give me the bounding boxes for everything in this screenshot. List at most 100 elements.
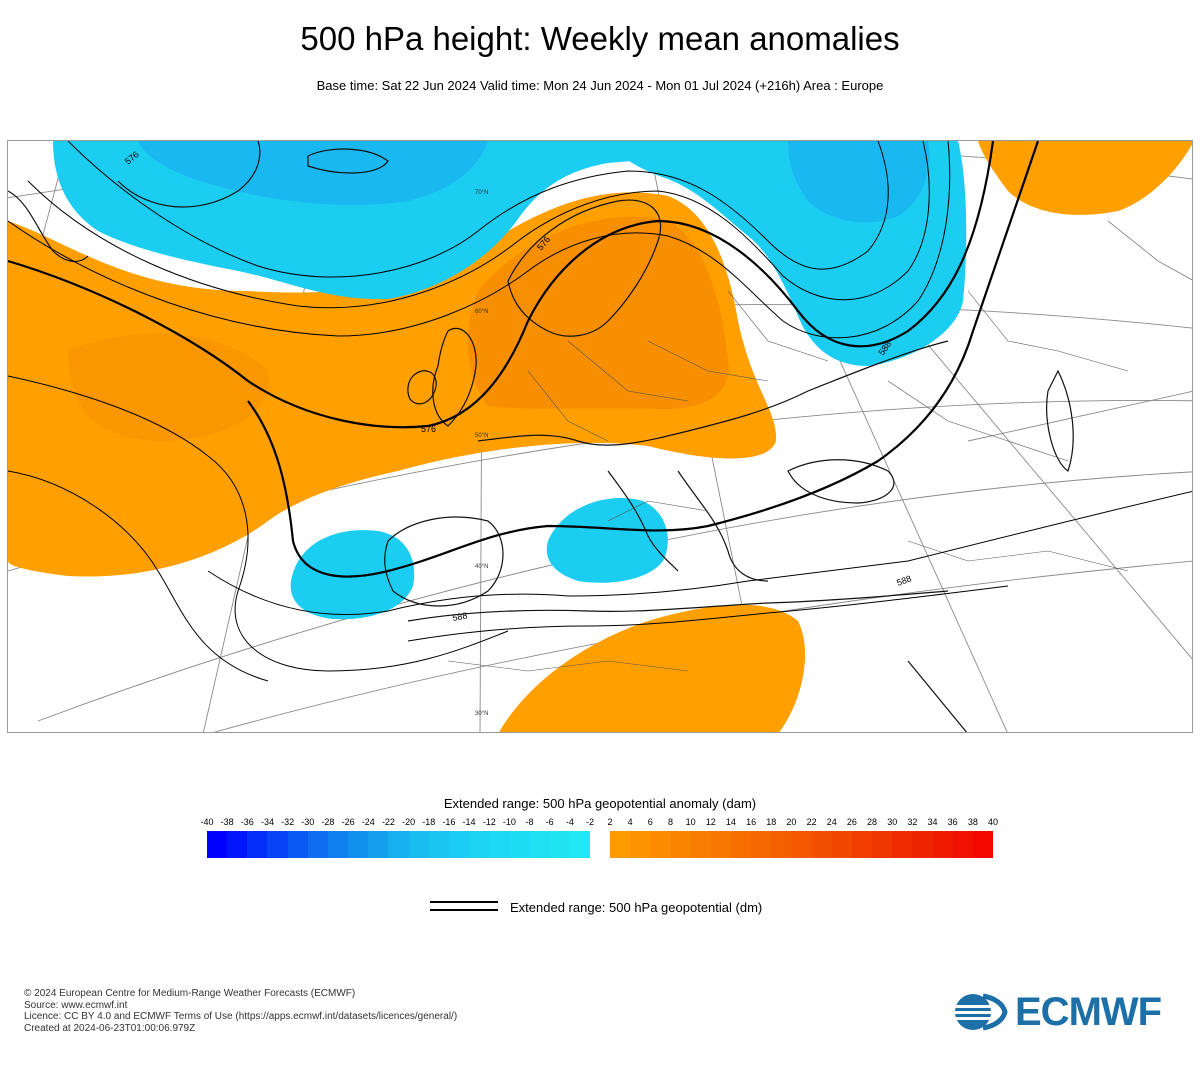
iceland-coast — [307, 148, 389, 174]
lat-label: 40°N — [475, 564, 488, 570]
iberia-coast — [384, 516, 504, 607]
legend-tick: -4 — [565, 817, 574, 827]
footer-line: Created at 2024-06-23T01:00:06.979Z — [24, 1022, 196, 1034]
colorbar-swatch — [247, 831, 268, 858]
negative-colorbar — [207, 831, 590, 858]
ireland-coast — [407, 370, 437, 405]
legend-tick: -34 — [260, 817, 274, 827]
legend-tick: -12 — [482, 817, 496, 827]
colorbar-swatch — [610, 831, 631, 858]
legend-tick: 28 — [867, 817, 878, 827]
legend-tick: 16 — [746, 817, 757, 827]
black-sea-coast — [787, 459, 895, 504]
contour-line-576 — [8, 141, 995, 429]
legend-tick: -30 — [301, 817, 315, 827]
legend-tick: -36 — [240, 817, 254, 827]
map-svg: 576 576 576 588 588 588 70°N 60°N 50°N 4… — [8, 141, 1192, 732]
colorbar-swatch — [287, 831, 308, 858]
positive-anomaly-areas — [8, 141, 1192, 732]
legend-tick: -16 — [442, 817, 456, 827]
positive-anomaly-north-africa — [499, 604, 806, 732]
legend-tick: -28 — [321, 817, 335, 827]
continental-coast — [477, 340, 949, 446]
colorbar-swatch — [690, 831, 711, 858]
legend-tick: 8 — [667, 817, 673, 827]
ecmwf-logo: ECMWF — [953, 990, 1178, 1034]
colorbar-swatch — [448, 831, 470, 858]
legend-tick: -6 — [545, 817, 554, 827]
positive-anomaly-core — [467, 216, 729, 410]
contour-line — [407, 585, 1009, 642]
colorbar-swatch — [348, 831, 369, 858]
map-panel: 576 576 576 588 588 588 70°N 60°N 50°N 4… — [7, 140, 1193, 733]
legend-tick: 2 — [607, 817, 613, 827]
colorbar-swatch — [227, 831, 248, 858]
greenland-coast — [117, 141, 261, 208]
contour-label: 588 — [895, 573, 913, 588]
colorbar-swatch — [489, 831, 510, 858]
colorbar-swatch — [327, 831, 349, 858]
colorbar-swatch — [730, 831, 752, 858]
legend-tick: 26 — [846, 817, 857, 827]
legend-tick: 36 — [947, 817, 958, 827]
legend-tick: -2 — [585, 817, 595, 827]
colorbar-swatch — [509, 831, 530, 858]
legend-tick: 38 — [967, 817, 978, 827]
legend-tick: 10 — [685, 817, 696, 827]
legend-tick: -20 — [402, 817, 416, 827]
contour-line — [207, 490, 1192, 616]
colorbar-swatch — [388, 831, 409, 858]
colorbar-swatch — [872, 831, 893, 858]
colorbar-swatch — [650, 831, 671, 858]
colorbar-swatch — [267, 831, 288, 858]
colorbar-swatch — [469, 831, 490, 858]
red-sea-coast — [907, 660, 968, 732]
meridian-line — [967, 390, 1192, 442]
positive-anomaly-northeast — [978, 141, 1192, 215]
colorbar-swatch — [408, 831, 429, 858]
colorbar-swatch — [207, 831, 228, 858]
contour-legend-symbol — [430, 899, 498, 913]
legend-tick: 4 — [627, 817, 633, 827]
italy-coast — [607, 470, 679, 572]
colorbar-swatch — [892, 831, 913, 858]
legend-tick: -18 — [422, 817, 436, 827]
colorbar-swatch — [831, 831, 852, 858]
contour-label: 588 — [452, 611, 469, 623]
lat-label: 30°N — [475, 711, 488, 717]
footer-line: Source: www.ecmwf.int — [24, 999, 128, 1011]
caspian-coast — [1046, 369, 1074, 472]
legend-tick: 24 — [826, 817, 837, 827]
legend-tick: -22 — [381, 817, 395, 827]
contour-label: 576 — [421, 424, 436, 434]
legend-tick: 22 — [806, 817, 817, 827]
british-isles-coast — [432, 327, 477, 427]
contour-line — [8, 470, 269, 682]
negative-anomaly-italy — [546, 497, 668, 583]
colorbar-swatch — [771, 831, 792, 858]
ecmwf-logo-icon — [953, 993, 1011, 1031]
negative-anomaly-iberia — [290, 530, 415, 620]
contour-line — [8, 141, 951, 339]
negative-anomaly-areas — [53, 141, 967, 620]
colorbar-swatch — [932, 831, 953, 858]
legend-tick: -8 — [525, 817, 534, 827]
chart-title: 500 hPa height: Weekly mean anomalies — [300, 20, 900, 57]
colorbar-swatch — [791, 831, 812, 858]
colorbar-swatch — [912, 831, 933, 858]
legend-tick: -40 — [200, 817, 214, 827]
colorbar-swatch — [529, 831, 550, 858]
colorbar-swatch — [630, 831, 651, 858]
negative-anomaly-scandinavia-core — [788, 141, 930, 223]
north-africa-coast — [407, 590, 949, 622]
colorbar-swatch — [569, 831, 590, 858]
colorbar-swatch — [952, 831, 973, 858]
colorbar-swatch — [811, 831, 832, 858]
contour-legend-label: Extended range: 500 hPa geopotential (dm… — [510, 900, 763, 915]
legend-tick: 40 — [987, 817, 999, 827]
legend-tick: 34 — [927, 817, 938, 827]
contour-line-588 — [247, 141, 1040, 578]
legend-tick: -38 — [220, 817, 234, 827]
positive-colorbar — [610, 831, 993, 858]
legend-tick: 14 — [725, 817, 736, 827]
